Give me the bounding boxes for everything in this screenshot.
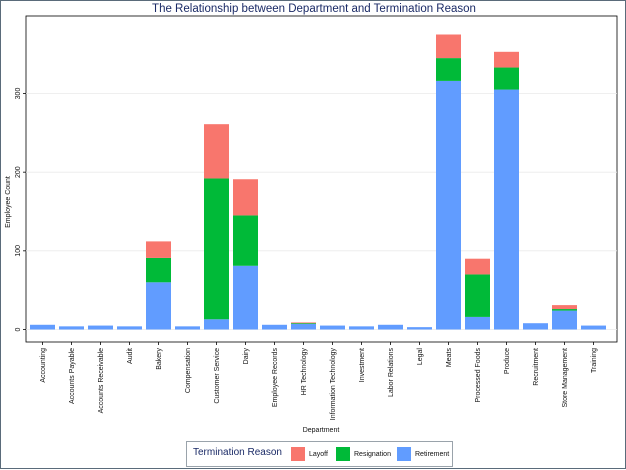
bar-resignation: [436, 58, 461, 81]
bar-resignation: [552, 309, 577, 311]
bar-layoff: [494, 51, 519, 68]
x-tick-label: Accounts Payable: [69, 348, 76, 404]
bar-retirement: [552, 310, 577, 330]
x-tick-label: Meats: [446, 348, 453, 368]
bar-retirement: [117, 326, 142, 330]
x-tick-label: Legal: [417, 348, 424, 366]
x-tick-label: Information Technology: [330, 348, 337, 421]
bar-resignation: [146, 257, 171, 283]
x-tick-label: Compensation: [185, 348, 192, 393]
x-tick-label: Employee Records: [272, 348, 279, 408]
legend-item-retirement: Retirement: [397, 447, 449, 461]
bar-layoff: [233, 179, 258, 216]
x-tick-label: Audit: [127, 348, 134, 364]
bars: [30, 34, 606, 330]
x-tick-label: Labor Relations: [388, 348, 395, 398]
x-tick-label: HR Technology: [301, 348, 308, 396]
bar-retirement: [30, 324, 55, 330]
x-tick-label: Investment: [359, 348, 366, 382]
bar-retirement: [204, 319, 229, 330]
legend-swatch-layoff: [291, 447, 305, 461]
x-axis-label: Department: [303, 427, 340, 434]
bar-layoff: [146, 241, 171, 258]
legend-label: Retirement: [415, 450, 450, 458]
bar-resignation: [233, 215, 258, 266]
bar-retirement: [465, 316, 490, 330]
x-tick-label: Store Management: [562, 348, 569, 408]
bar-retirement: [146, 282, 171, 330]
x-tick-label: Accounts Receivable: [98, 348, 105, 413]
bar-resignation: [291, 323, 316, 324]
legend: Termination Reason Layoff Resignation Re…: [186, 441, 453, 467]
x-tick-label: Bakery: [156, 348, 163, 370]
y-axis-label: Employee Count: [5, 176, 12, 228]
bar-retirement: [88, 325, 113, 330]
bar-retirement: [436, 80, 461, 330]
x-tick-label: Accounting: [40, 348, 47, 383]
bar-layoff: [436, 34, 461, 59]
bar-layoff: [552, 305, 577, 310]
y-tick-label: 0: [15, 327, 22, 331]
x-tick-label: Dairy: [243, 348, 250, 365]
bar-layoff: [465, 258, 490, 275]
bar-retirement: [175, 326, 200, 330]
x-tick-label: Customer Service: [214, 348, 221, 404]
x-tick-label: Recruitment: [533, 348, 540, 386]
y-tick-label: 100: [15, 245, 22, 257]
bar-retirement: [407, 327, 432, 330]
bar-resignation: [204, 178, 229, 320]
bar-retirement: [320, 325, 345, 330]
y-tick-label: 300: [15, 88, 22, 100]
bar-retirement: [233, 265, 258, 330]
legend-label: Resignation: [354, 450, 391, 458]
bar-retirement: [291, 323, 316, 330]
bar-retirement: [349, 326, 374, 330]
bar-resignation: [494, 67, 519, 90]
bar-retirement: [523, 323, 548, 330]
bar-retirement: [378, 324, 403, 330]
bar-layoff: [291, 322, 316, 324]
bar-retirement: [494, 89, 519, 330]
legend-label: Layoff: [309, 450, 328, 458]
legend-swatch-retirement: [397, 447, 411, 461]
bar-retirement: [262, 324, 287, 330]
legend-swatch-resignation: [336, 447, 350, 461]
bar-layoff: [204, 124, 229, 179]
chart-title: The Relationship between Department and …: [152, 3, 476, 15]
axes: 0 100 200 300 Accounting Accounts Payable Acco…: [15, 88, 598, 421]
legend-title: Termination Reason: [193, 447, 282, 458]
legend-item-resignation: Resignation: [336, 447, 391, 461]
bar-retirement: [59, 326, 84, 330]
x-tick-label: Processed Foods: [475, 348, 482, 403]
x-tick-label: Training: [591, 348, 598, 373]
bar-retirement: [581, 325, 606, 330]
x-tick-label: Produce: [504, 348, 511, 374]
bar-resignation: [465, 274, 490, 317]
legend-item-layoff: Layoff: [291, 447, 328, 461]
y-tick-label: 200: [15, 166, 22, 178]
plot-area: [25, 15, 618, 343]
